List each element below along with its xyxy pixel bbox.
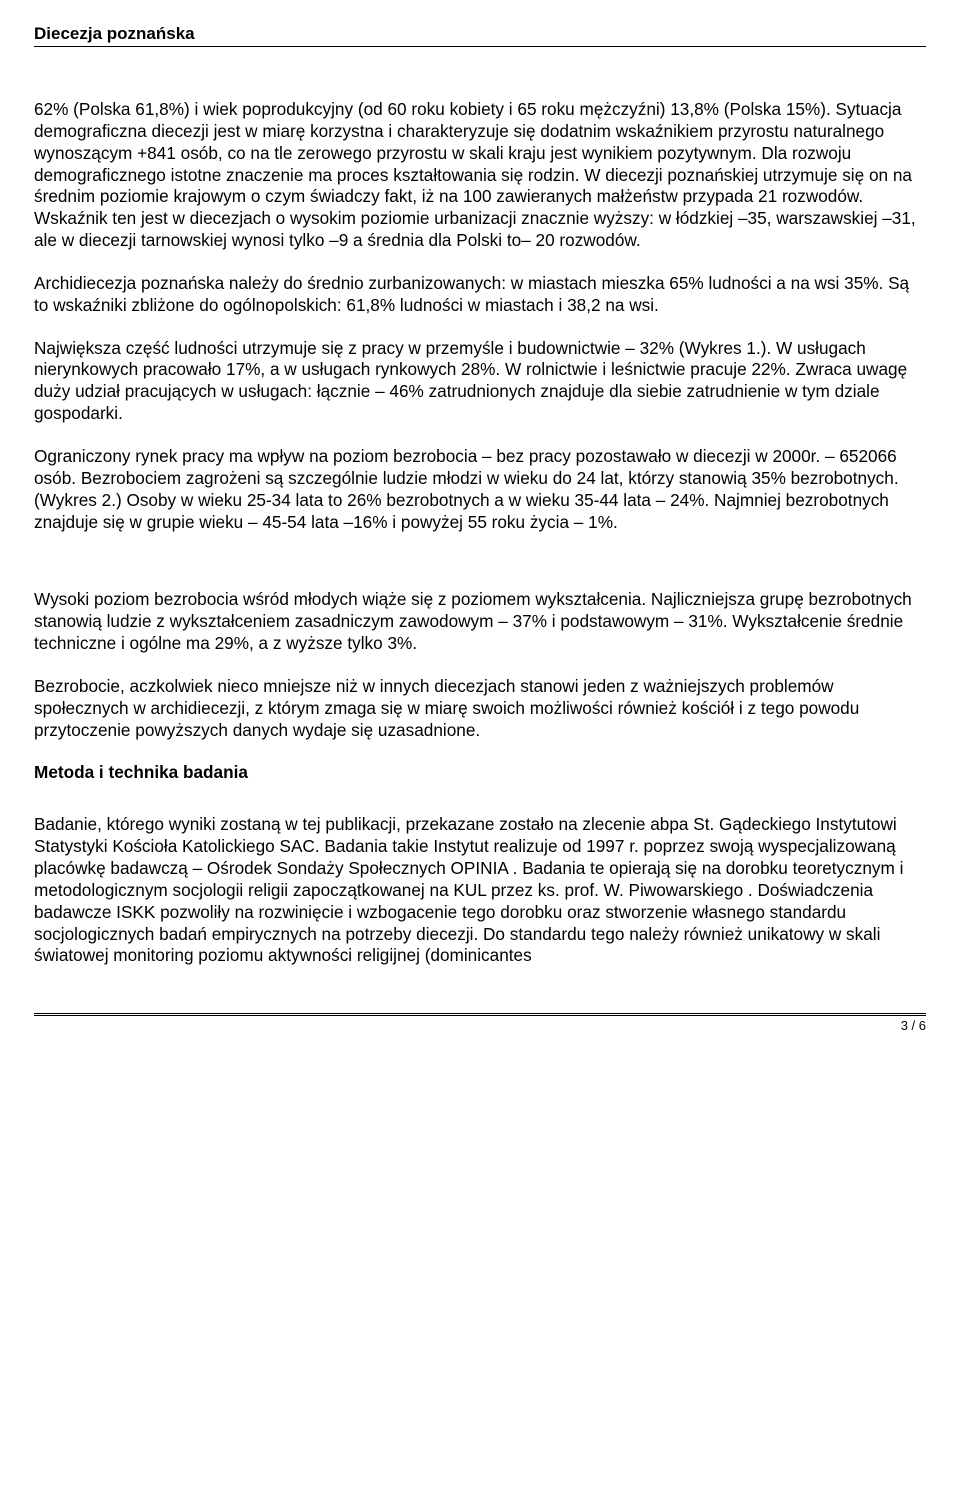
footer-rule-outer	[34, 1013, 926, 1014]
body-paragraph-2: Archidiecezja poznańska należy do średni…	[34, 273, 926, 317]
body-paragraph-7: Badanie, którego wyniki zostaną w tej pu…	[34, 814, 926, 967]
page-header-title: Diecezja poznańska	[34, 24, 926, 44]
body-paragraph-3: Największa część ludności utrzymuje się …	[34, 338, 926, 425]
header-rule	[34, 46, 926, 47]
body-paragraph-1: 62% (Polska 61,8%) i wiek poprodukcyjny …	[34, 99, 926, 252]
body-paragraph-6: Bezrobocie, aczkolwiek nieco mniejsze ni…	[34, 676, 926, 742]
footer-rule-inner	[34, 1015, 926, 1016]
section-heading-method: Metoda i technika badania	[34, 762, 926, 783]
page-number: 3 / 6	[34, 1018, 926, 1033]
body-paragraph-4: Ograniczony rynek pracy ma wpływ na pozi…	[34, 446, 926, 533]
body-paragraph-5: Wysoki poziom bezrobocia wśród młodych w…	[34, 589, 926, 655]
